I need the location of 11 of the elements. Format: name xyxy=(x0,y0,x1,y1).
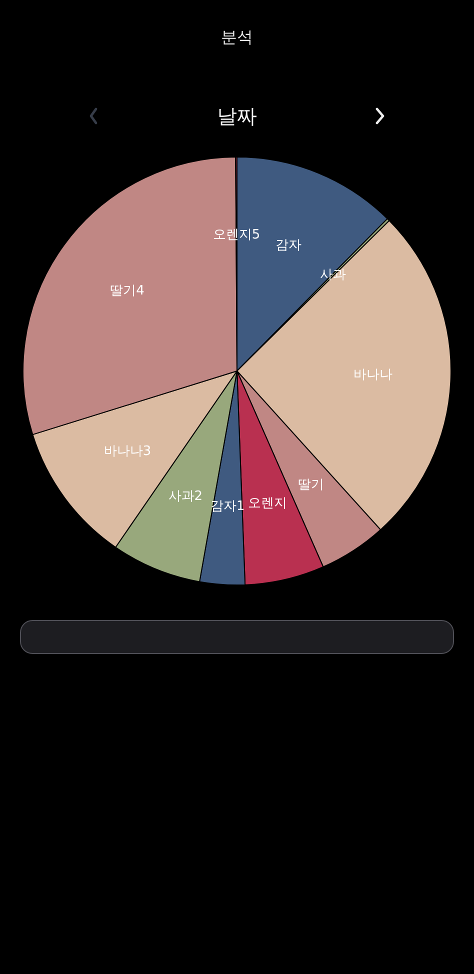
slice-label: 바나나 xyxy=(353,367,392,382)
slice-label: 오렌지5 xyxy=(212,228,260,243)
slice-label: 바나나3 xyxy=(104,444,152,460)
slice-label: 사과2 xyxy=(168,489,203,504)
slice-label: 감자 xyxy=(276,238,302,253)
slice-label: 딸기 xyxy=(298,478,324,493)
slice-label: 오렌지 xyxy=(248,496,287,511)
slice-label: 사과 xyxy=(320,267,346,282)
chart-subtitle: 날짜 xyxy=(217,104,257,128)
slice-label: 딸기4 xyxy=(110,283,144,298)
chart-title: 분석 xyxy=(221,28,253,46)
